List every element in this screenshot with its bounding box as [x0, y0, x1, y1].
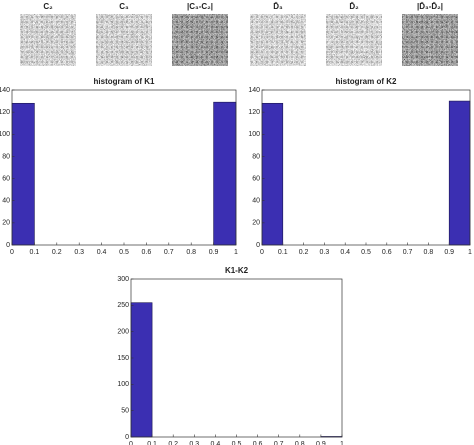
x-tick-label: 0.7 [274, 441, 284, 445]
x-tick-label: 0 [129, 441, 133, 445]
y-tick-label: 250 [117, 302, 129, 309]
x-tick-label: 0.4 [211, 441, 221, 445]
y-tick-label: 200 [117, 329, 129, 336]
y-tick-label: 100 [0, 131, 10, 138]
y-tick-label: 0 [6, 242, 10, 249]
x-tick-label: 0.2 [168, 441, 178, 445]
y-tick-label: 40 [2, 198, 10, 205]
image-label: |C₃-C₂| [187, 2, 213, 11]
histogram-bar [448, 100, 471, 246]
x-tick-label: 0.9 [209, 249, 219, 256]
y-tick-label: 80 [2, 153, 10, 160]
y-tick-label: 120 [0, 109, 10, 116]
y-tick-label: 0 [256, 242, 260, 249]
x-tick-label: 0.2 [52, 249, 62, 256]
x-tick-label: 0.1 [30, 249, 40, 256]
noise-image [20, 14, 76, 66]
histogram-bar [11, 102, 35, 246]
x-tick-label: 0.9 [444, 249, 454, 256]
y-tick-label: 0 [125, 434, 129, 441]
y-tick-label: 150 [117, 355, 129, 362]
x-tick-label: 1 [340, 441, 344, 445]
x-tick-label: 0.4 [97, 249, 107, 256]
image-label: C₂ [43, 2, 53, 11]
x-tick-label: 0.4 [340, 249, 350, 256]
x-tick-label: 0 [260, 249, 264, 256]
x-tick-label: 0.6 [253, 441, 263, 445]
plot-area [131, 279, 342, 437]
y-tick-label: 40 [252, 198, 260, 205]
x-tick-label: 0.5 [119, 249, 129, 256]
x-tick-label: 0.8 [186, 249, 196, 256]
x-tick-label: 1 [234, 249, 238, 256]
image-label: C₃ [119, 2, 129, 11]
x-tick-label: 0.7 [403, 249, 413, 256]
y-tick-label: 20 [252, 220, 260, 227]
y-tick-label: 50 [121, 408, 129, 415]
x-tick-label: 0.2 [299, 249, 309, 256]
y-tick-label: 20 [2, 220, 10, 227]
y-tick-label: 140 [0, 87, 10, 94]
x-tick-label: 0.1 [147, 441, 157, 445]
x-tick-label: 0.8 [295, 441, 305, 445]
y-tick-label: 100 [248, 131, 260, 138]
plot-area [12, 90, 236, 245]
image-label: D̄₂ [349, 2, 359, 11]
image-label: |D̄₃-D̄₂| [417, 2, 443, 11]
noise-image [402, 14, 458, 66]
x-tick-label: 0.6 [382, 249, 392, 256]
y-tick-label: 100 [117, 381, 129, 388]
y-tick-label: 120 [248, 109, 260, 116]
x-tick-label: 0 [10, 249, 14, 256]
x-tick-label: 0.5 [361, 249, 371, 256]
histogram-bar [130, 302, 153, 438]
x-tick-label: 0.3 [74, 249, 84, 256]
noise-image [96, 14, 152, 66]
chart-title: histogram of K1 [94, 77, 155, 86]
plot-area [262, 90, 470, 245]
chart-title: K1-K2 [225, 266, 249, 275]
x-tick-label: 1 [468, 249, 472, 256]
y-tick-label: 60 [2, 175, 10, 182]
x-tick-label: 0.7 [164, 249, 174, 256]
histogram-bar [261, 102, 284, 246]
y-tick-label: 60 [252, 175, 260, 182]
x-tick-label: 0.8 [424, 249, 434, 256]
y-tick-label: 300 [117, 276, 129, 283]
x-tick-label: 0.3 [189, 441, 199, 445]
histogram-bar [213, 101, 237, 246]
y-tick-label: 80 [252, 153, 260, 160]
noise-image [250, 14, 306, 66]
chart-title: histogram of K2 [336, 77, 397, 86]
image-label: D̄₃ [273, 2, 283, 11]
x-tick-label: 0.6 [142, 249, 152, 256]
y-tick-label: 140 [248, 87, 260, 94]
x-tick-label: 0.5 [232, 441, 242, 445]
x-tick-label: 0.3 [320, 249, 330, 256]
noise-image [172, 14, 228, 66]
x-tick-label: 0.1 [278, 249, 288, 256]
x-tick-label: 0.9 [316, 441, 326, 445]
noise-image [326, 14, 382, 66]
